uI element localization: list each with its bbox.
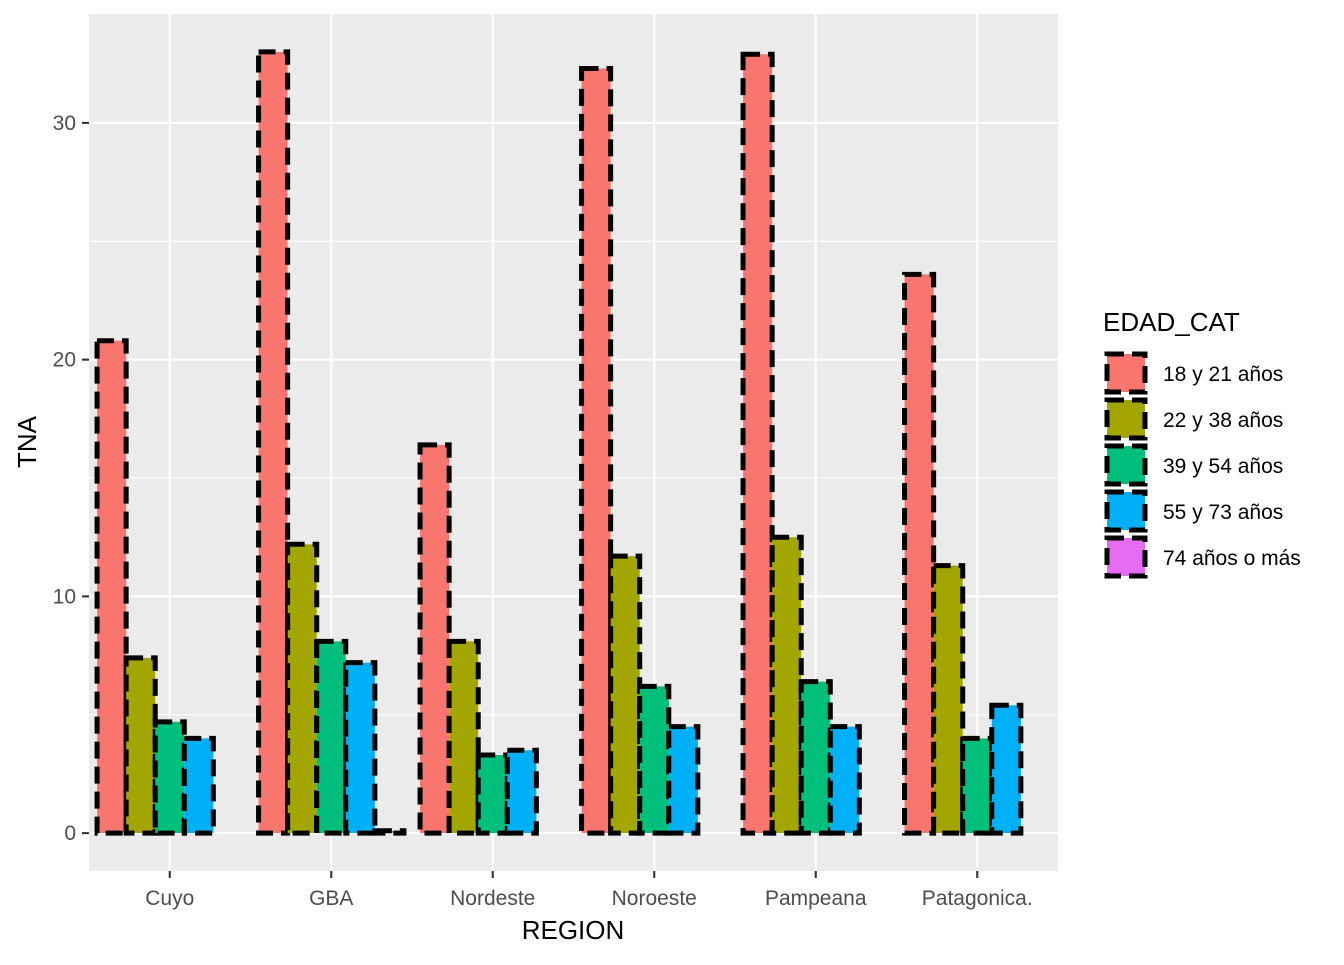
x-tick-label: Noroeste bbox=[612, 887, 697, 910]
bar bbox=[256, 49, 291, 836]
bar bbox=[314, 638, 349, 836]
bar bbox=[579, 65, 614, 836]
legend-label: 22 y 38 años bbox=[1163, 409, 1283, 432]
plot-panel bbox=[89, 14, 1058, 871]
bar bbox=[637, 683, 672, 836]
bar bbox=[123, 655, 158, 836]
legend-key bbox=[1104, 351, 1148, 395]
bar bbox=[666, 724, 701, 836]
x-tick-label: Nordeste bbox=[450, 887, 535, 910]
x-tick-label: Cuyo bbox=[145, 887, 194, 910]
bar bbox=[446, 638, 481, 836]
y-axis-title: TNA bbox=[12, 415, 42, 468]
x-tick-label: Pampeana bbox=[765, 887, 867, 910]
bar bbox=[931, 563, 966, 836]
y-tick-label: 0 bbox=[64, 822, 76, 845]
bar bbox=[475, 752, 510, 836]
bar bbox=[798, 679, 833, 836]
y-tick-label: 30 bbox=[53, 112, 76, 135]
bar bbox=[285, 541, 320, 836]
legend-label: 55 y 73 años bbox=[1163, 501, 1283, 524]
x-tick-label: Patagonica. bbox=[922, 887, 1033, 910]
y-tick-label: 20 bbox=[53, 349, 76, 372]
bar bbox=[608, 553, 643, 836]
legend-label: 39 y 54 años bbox=[1163, 455, 1283, 478]
x-axis-title: REGION bbox=[522, 915, 625, 945]
bar bbox=[827, 724, 862, 836]
bar bbox=[372, 828, 407, 836]
bar bbox=[902, 271, 937, 836]
bar bbox=[152, 719, 187, 836]
bar bbox=[504, 747, 539, 836]
grid-minor bbox=[89, 240, 1058, 716]
legend-key bbox=[1104, 443, 1148, 487]
bar bbox=[960, 735, 995, 836]
bar bbox=[181, 735, 216, 836]
x-axis: Cuyo GBA Nordeste Noroeste Pampeana Patagonic… bbox=[145, 871, 1033, 910]
bar bbox=[989, 702, 1024, 836]
legend-key bbox=[1104, 535, 1148, 579]
legend: EDAD_CAT 18 y 21 años 22 y 38 años 39 y 54… bbox=[1103, 307, 1301, 579]
y-tick-label: 10 bbox=[53, 585, 76, 608]
bar bbox=[417, 442, 452, 836]
bar bbox=[343, 660, 378, 836]
legend-key bbox=[1104, 397, 1148, 441]
legend-title: EDAD_CAT bbox=[1103, 307, 1240, 337]
bar bbox=[94, 338, 129, 836]
bar bbox=[740, 51, 775, 836]
x-tick-label: GBA bbox=[309, 887, 353, 910]
y-axis: 0 10 20 30 bbox=[53, 112, 89, 845]
legend-label: 18 y 21 años bbox=[1163, 363, 1283, 386]
legend-key bbox=[1104, 489, 1148, 533]
bars bbox=[94, 49, 1024, 836]
legend-label: 74 años o más bbox=[1163, 547, 1301, 570]
bar bbox=[769, 534, 804, 836]
